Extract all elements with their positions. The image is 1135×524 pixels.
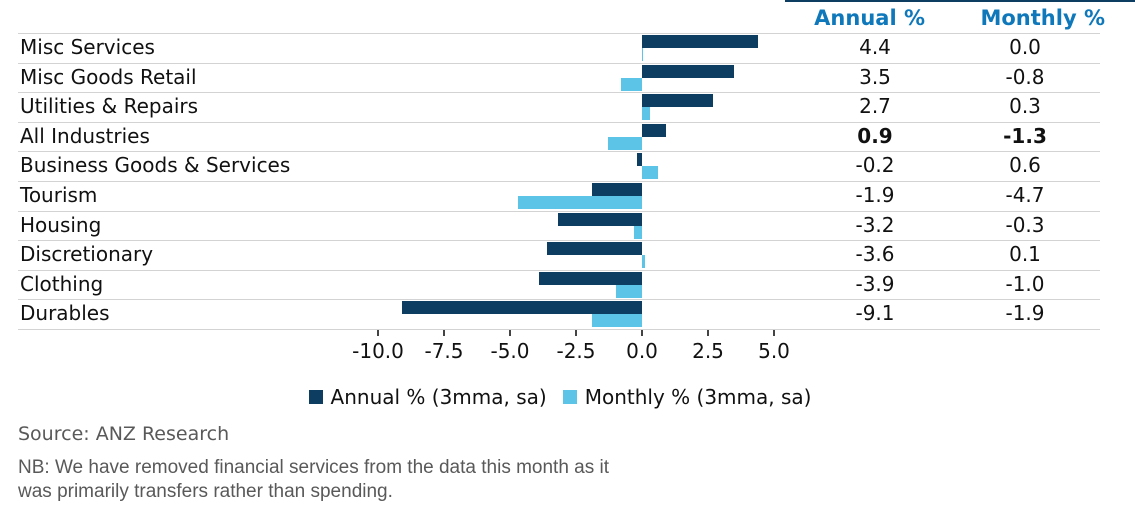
monthly-series-swatch-icon [562, 390, 577, 404]
monthly-bar [607, 136, 642, 150]
footnote-line-2: was primarily transfers rather than spen… [18, 481, 393, 502]
row-gridline [18, 329, 1100, 330]
category-label: Utilities & Repairs [20, 94, 199, 119]
x-axis-tick [773, 330, 775, 336]
x-axis-tick-label: -2.5 [556, 339, 596, 363]
annual-bar [547, 242, 642, 256]
monthly-value: 0.3 [1009, 94, 1041, 119]
category-label: Clothing [20, 271, 104, 296]
x-axis-tick [575, 330, 577, 336]
annual-value: -3.9 [855, 271, 895, 296]
annual-bar [642, 123, 666, 137]
row-gridline [18, 299, 1100, 301]
annual-value: 2.7 [859, 94, 891, 119]
annual-bar [591, 183, 642, 196]
category-label: Tourism [20, 183, 98, 207]
row-gridline [18, 151, 1100, 153]
annual-column-header: Annual % [814, 6, 925, 30]
legend-label-monthly: Monthly % (3mma, sa) [584, 385, 812, 409]
row-gridline [18, 269, 1100, 271]
x-axis-tick [443, 330, 445, 336]
x-axis-tick [377, 330, 379, 336]
annual-value: -1.9 [855, 183, 895, 207]
annual-bar [642, 35, 759, 48]
category-label: Business Goods & Services [20, 153, 291, 178]
x-axis-tick-label: -5.0 [490, 339, 530, 363]
monthly-bar [642, 48, 643, 61]
monthly-value: -0.3 [1005, 212, 1045, 237]
category-label: Misc Services [20, 35, 155, 59]
monthly-value: -0.8 [1005, 64, 1045, 89]
category-label: Misc Goods Retail [20, 64, 197, 89]
monthly-value: 0.1 [1009, 242, 1041, 267]
annual-value: -0.2 [855, 153, 895, 178]
annual-value: 3.5 [859, 64, 891, 89]
annual-series-swatch-icon [308, 390, 323, 404]
x-axis-tick-label: -10.0 [352, 339, 404, 363]
annual-value: 4.4 [859, 35, 891, 59]
category-label: Housing [20, 212, 102, 237]
monthly-bar [642, 166, 658, 180]
row-gridline [18, 181, 1100, 182]
annual-bar [557, 212, 642, 226]
legend-label-annual: Annual % (3mma, sa) [330, 385, 547, 409]
monthly-bar [615, 284, 642, 298]
category-label: Discretionary [20, 242, 154, 267]
annual-value: -9.1 [855, 301, 895, 326]
legend-item-monthly: Monthly % (3mma, sa) [562, 385, 812, 409]
row-gridline [18, 92, 1100, 94]
row-gridline [18, 210, 1100, 212]
monthly-value: -1.9 [1005, 301, 1045, 326]
annual-bar [539, 271, 642, 285]
monthly-bar [591, 314, 642, 328]
row-gridline [18, 33, 1100, 34]
row-gridline [18, 62, 1100, 64]
annual-value: 0.9 [857, 123, 893, 148]
x-axis-tick-label: -7.5 [424, 339, 464, 363]
monthly-value: 0.6 [1009, 153, 1041, 178]
category-label: Durables [20, 301, 110, 326]
x-axis-tick-label: 0.0 [626, 339, 658, 363]
row-gridline [18, 121, 1100, 123]
annual-value: -3.2 [855, 212, 895, 237]
annual-bar [636, 153, 642, 167]
monthly-bar [634, 225, 642, 239]
monthly-value: -1.0 [1005, 271, 1045, 296]
footnote: NB: We have removed financial services f… [18, 456, 609, 504]
chart-legend: Annual % (3mma, sa) Monthly % (3mma, sa) [0, 383, 1120, 411]
annual-value: -3.6 [855, 242, 895, 267]
category-label: All Industries [20, 123, 150, 148]
x-axis-tick-label: 5.0 [758, 339, 790, 363]
monthly-value: -1.3 [1003, 123, 1047, 148]
x-axis-tick-label: 2.5 [692, 339, 724, 363]
source-attribution: Source: ANZ Research [18, 423, 230, 445]
monthly-value: -4.7 [1005, 183, 1045, 207]
monthly-column-header: Monthly % [980, 6, 1105, 30]
legend-item-annual: Annual % (3mma, sa) [308, 385, 547, 409]
annual-bar [642, 94, 714, 108]
monthly-value: 0.0 [1009, 35, 1041, 59]
x-axis-tick [707, 330, 709, 336]
x-axis-tick [509, 330, 511, 336]
x-axis-tick [641, 330, 643, 336]
monthly-bar [642, 255, 645, 269]
table-top-border [785, 0, 1135, 2]
annual-bar [642, 64, 735, 78]
footnote-line-1: NB: We have removed financial services f… [18, 457, 610, 478]
row-gridline [18, 240, 1100, 242]
monthly-bar [642, 107, 650, 121]
monthly-bar [620, 77, 642, 91]
monthly-bar [517, 196, 642, 209]
annual-bar [401, 301, 642, 315]
